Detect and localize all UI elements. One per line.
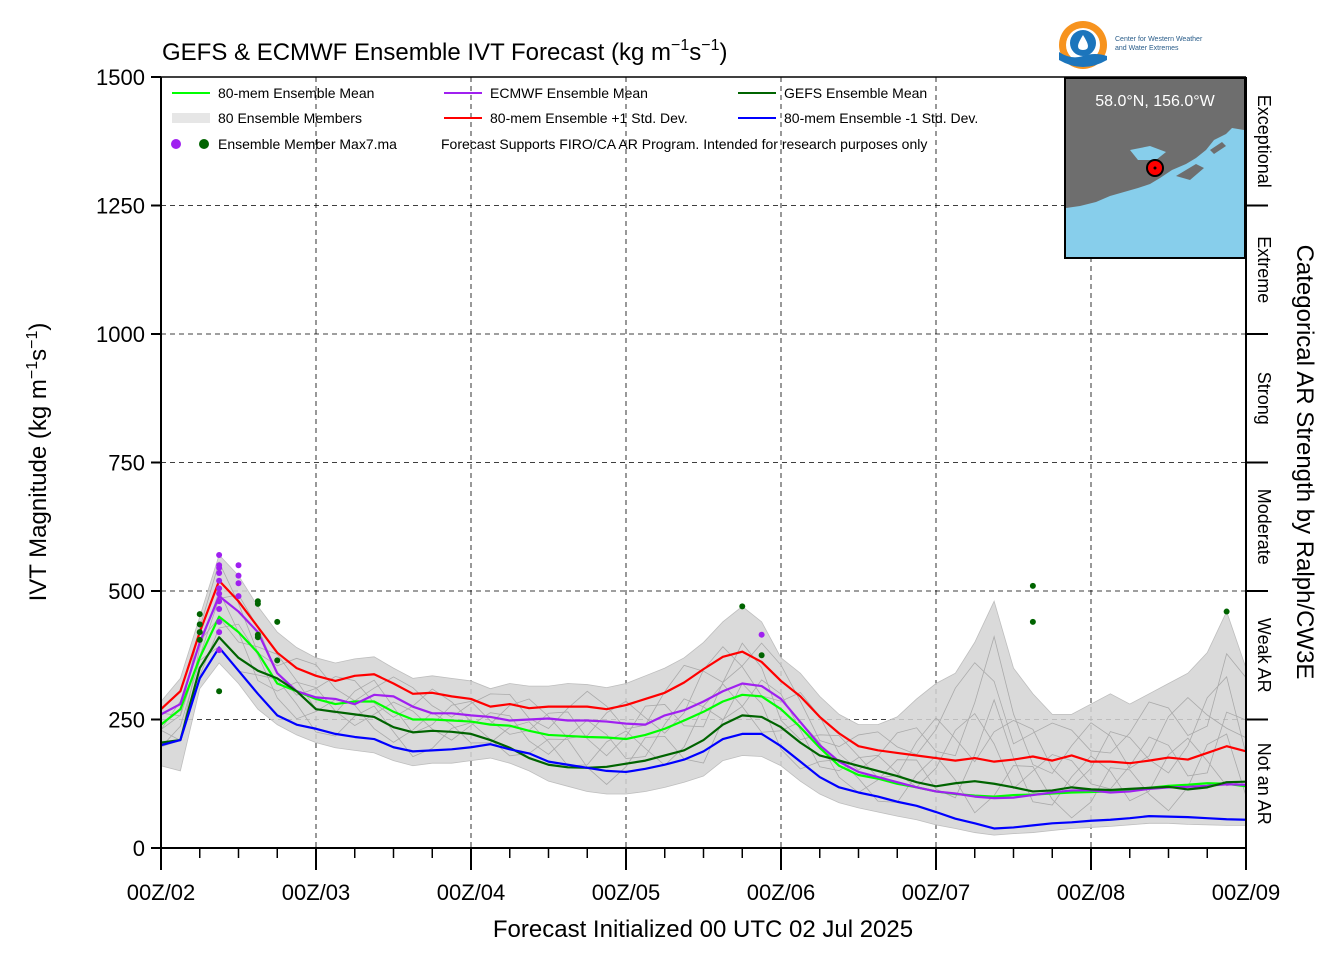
ecmwf-max-point xyxy=(216,552,223,559)
legend-gefs-dot xyxy=(199,139,209,149)
ecmwf-max-point xyxy=(235,580,242,587)
y-tick-label: 1250 xyxy=(96,194,145,219)
chart-title: GEFS & ECMWF Ensemble IVT Forecast (kg m… xyxy=(162,37,728,66)
ecmwf-max-point xyxy=(216,647,223,654)
series-line xyxy=(160,646,1247,830)
location-inset-map: 58.0°N, 156.0°W xyxy=(1064,77,1246,259)
member-line xyxy=(160,645,1247,819)
ecmwf-max-point xyxy=(216,629,223,636)
ecmwf-max-point xyxy=(216,618,223,625)
series-line xyxy=(160,595,1247,800)
y-tick-label: 1000 xyxy=(96,322,145,347)
cw3e-logo: Center for Western Weather and Water Ext… xyxy=(1059,21,1203,69)
ecmwf-max-point xyxy=(216,585,223,592)
series-line xyxy=(160,636,1247,793)
category-label: Exceptional xyxy=(1254,95,1274,188)
legend-label: 80-mem Ensemble -1 Std. Dev. xyxy=(784,110,978,126)
ecmwf-max-point xyxy=(235,572,242,579)
legend-label: 80-mem Ensemble Mean xyxy=(218,85,374,101)
gefs-max-point xyxy=(196,611,203,618)
gefs-max-point xyxy=(274,657,281,664)
legend-label: ECMWF Ensemble Mean xyxy=(490,85,648,101)
category-label: Weak AR xyxy=(1254,618,1274,693)
gefs-max-point xyxy=(1223,608,1230,615)
x-tick-label: 00Z/08 xyxy=(1057,880,1126,905)
member-line xyxy=(160,616,1247,788)
logo-line-2: and Water Extremes xyxy=(1115,45,1179,52)
legend-ecmwf-dot xyxy=(171,139,181,149)
ecmwf-max-point xyxy=(235,593,242,600)
y-tick-label: 1500 xyxy=(96,65,145,90)
x-tick-label: 00Z/06 xyxy=(747,880,816,905)
ecmwf-max-point xyxy=(235,562,242,569)
y-axis-label: IVT Magnitude (kg m−1s−1) xyxy=(24,323,52,602)
x-tick-label: 00Z/05 xyxy=(592,880,661,905)
gefs-max-point xyxy=(1029,618,1036,625)
x-tick-label: 00Z/04 xyxy=(437,880,506,905)
y-tick-label: 250 xyxy=(108,708,145,733)
member-maxima-points xyxy=(196,552,1230,695)
inset-water-inlet xyxy=(1130,146,1166,160)
ecmwf-max-point xyxy=(216,564,223,571)
member-line xyxy=(160,590,1247,790)
gefs-max-point xyxy=(254,600,261,607)
member-line xyxy=(160,561,1247,755)
gefs-max-point xyxy=(196,636,203,643)
legend-label: GEFS Ensemble Mean xyxy=(784,85,927,101)
series-line xyxy=(160,579,1247,765)
gefs-max-point xyxy=(274,618,281,625)
gefs-max-point xyxy=(758,652,765,659)
x-tick-label: 00Z/02 xyxy=(127,880,196,905)
gefs-max-point xyxy=(254,634,261,641)
inset-land xyxy=(1066,79,1244,208)
gefs-max-point xyxy=(739,603,746,610)
gefs-max-point xyxy=(196,629,203,636)
series-lines xyxy=(160,579,1247,830)
ecmwf-max-point xyxy=(216,577,223,584)
inset-island xyxy=(1176,164,1204,180)
category-labels: Not an AR Weak AR Moderate Strong Extreme Exc… xyxy=(1246,95,1274,825)
legend-label: 80 Ensemble Members xyxy=(218,110,362,126)
category-label: Extreme xyxy=(1254,236,1274,303)
gefs-max-point xyxy=(1029,582,1036,589)
category-label: Not an AR xyxy=(1254,743,1274,825)
inset-island-2 xyxy=(1210,142,1226,154)
y-tick-label: 0 xyxy=(133,836,145,861)
category-label: Strong xyxy=(1254,372,1274,425)
legend-max-label: Ensemble Member Max7.ma xyxy=(218,136,397,152)
x-axis-label: Forecast Initialized 00 UTC 02 Jul 2025 xyxy=(493,916,913,943)
gefs-max-point xyxy=(196,621,203,628)
ecmwf-max-point xyxy=(216,605,223,612)
ecmwf-max-point xyxy=(758,631,765,638)
logo-line-1: Center for Western Weather xyxy=(1115,36,1203,43)
legend-label: 80-mem Ensemble +1 Std. Dev. xyxy=(490,110,688,126)
category-label: Moderate xyxy=(1254,489,1274,565)
legend: 80-mem Ensemble Mean ECMWF Ensemble Mean G… xyxy=(171,85,978,152)
x-tick-label: 00Z/07 xyxy=(902,880,971,905)
ecmwf-max-point xyxy=(216,598,223,605)
series-line xyxy=(160,615,1247,798)
axis-ticks: 0 250 500 750 1000 1250 1500 00Z/02 00Z/03 00Z/04… xyxy=(96,65,1280,905)
gefs-max-point xyxy=(216,688,223,695)
ecmwf-max-point xyxy=(216,590,223,597)
x-tick-label: 00Z/03 xyxy=(282,880,351,905)
y-tick-label: 750 xyxy=(108,451,145,476)
x-tick-label: 00Z/09 xyxy=(1212,880,1281,905)
y-tick-label: 500 xyxy=(108,579,145,604)
inset-location-label: 58.0°N, 156.0°W xyxy=(1095,93,1215,110)
legend-disclaimer: Forecast Supports FIRO/CA AR Program. In… xyxy=(441,136,927,152)
ecmwf-max-point xyxy=(216,570,223,577)
category-axis-title: Categorical AR Strength by Ralph/CW3E xyxy=(1291,245,1318,680)
